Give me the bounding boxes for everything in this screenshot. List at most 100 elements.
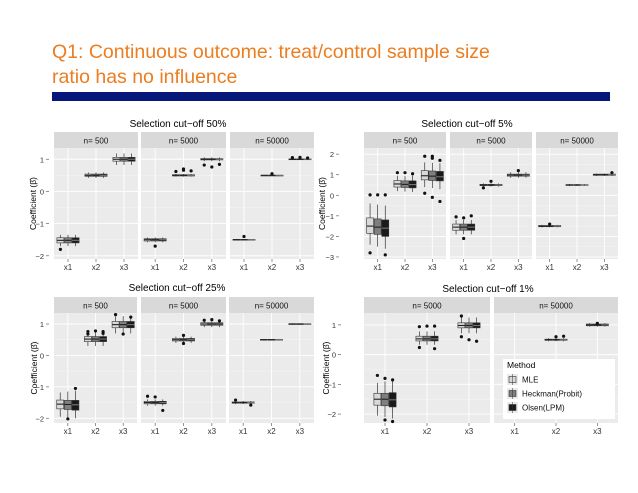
boxplot-mle [420,162,429,188]
boxplot-heckman-probit [552,338,560,342]
y-tick-label: 1 [330,171,334,180]
boxplot-olsen-lpm [275,339,283,341]
facet-strip-label: n= 5000 [169,137,199,146]
boxplot-olsen-lpm [275,174,284,177]
outlier-point [86,329,90,334]
boxplot-olsen-lpm [99,172,108,178]
boxplot-heckman-probit [179,174,188,177]
outlier-point [417,345,421,350]
y-tick-label: 0 [40,351,44,360]
facet-panel: n= 5000 x1 x2 x3 [450,132,532,272]
outlier-point [306,156,310,160]
y-axis-label: Coefficient (β̂) [28,177,38,230]
boxplot-olsen-lpm [71,234,80,247]
outlier-point [181,341,186,346]
outlier-point [101,331,105,336]
facet-panel: n= 5000 x1 x2 x3 [141,297,226,436]
outlier-point [181,333,186,337]
outlier-point [298,155,302,159]
chart-title: Selection cut−off 1% [442,284,533,295]
outlier-point [454,215,458,219]
boxplot-mle [260,339,268,341]
outlier-point [430,154,434,158]
x-tick-label: x2 [91,427,100,436]
x-tick-label: x1 [545,263,554,272]
boxplot-heckman-probit [465,317,473,334]
y-tick-label: −1 [327,380,336,389]
boxplot-olsen-lpm [388,379,397,419]
slide-title-line-1: Q1: Continuous outcome: treat/control sa… [52,41,490,63]
chart-2: Selection cut−off 5% Coefficient (β̂) −3 −2… [317,119,618,272]
x-tick-label: x3 [428,263,437,272]
outlier-point [395,171,399,175]
facet-strip-label: n= 500 [84,137,109,146]
outlier-point [113,312,118,317]
outlier-point [548,222,552,226]
boxplot-olsen-lpm [436,163,444,190]
x-tick-label: x3 [593,427,602,436]
y-tick-label: 0 [40,187,44,196]
outlier-point [145,394,150,398]
outlier-point [411,172,415,176]
x-tick-label: x1 [381,427,390,436]
chart-title: Selection cut−off 50% [130,119,227,130]
boxplot-mle [415,331,424,345]
boxplot-mle [288,323,297,325]
boxplot-heckman-probit [240,239,248,241]
boxplot-heckman-probit [64,234,72,247]
x-tick-label: x2 [552,427,561,436]
outlier-point [425,324,429,328]
x-tick-label: x2 [423,427,432,436]
boxplot-heckman-probit [573,183,581,187]
boxplot-olsen-lpm [601,323,609,327]
y-axis-label: Coefficient (β̂) [321,341,331,394]
outlier-point [290,156,294,160]
boxplot-mle [56,234,65,247]
facet-panel: n= 500 x1 x2 x3 [54,132,138,272]
boxplot-olsen-lpm [187,174,195,177]
facet-panel: n= 50000 x1 x2 x3 [230,132,314,272]
legend-background [503,359,615,419]
boxplot-heckman-probit [64,391,72,418]
x-tick-label: x3 [296,263,305,272]
x-tick-label: x1 [64,263,73,272]
outlier-point [376,193,380,197]
boxplot-mle [373,382,382,416]
boxplot-olsen-lpm [467,219,476,235]
y-tick-label: −1 [325,212,334,221]
outlier-point [368,193,372,197]
x-tick-label: x2 [179,263,188,272]
boxplot-mle [393,175,402,192]
boxplot-heckman-probit [373,204,382,247]
boxplot-heckman-probit [120,153,128,166]
x-tick-label: x3 [296,427,305,436]
x-tick-label: x2 [573,263,582,272]
outlier-point [391,419,395,424]
outlier-point [433,347,437,351]
x-tick-label: x3 [514,263,523,272]
y-axis-label: Coefficient (β̂) [29,341,39,394]
x-tick-label: x3 [600,263,609,272]
boxplot-olsen-lpm [472,317,481,334]
boxplot-heckman-probit [179,336,188,343]
boxplot-mle [544,338,553,342]
outlier-point [433,324,437,328]
x-tick-label: x1 [240,263,249,272]
boxplot-mle [260,174,269,177]
boxplot-heckman-probit [514,172,523,178]
boxplot-mle [172,336,180,343]
outlier-point [467,338,471,342]
outlier-point [66,417,70,421]
chart-3: Selection cut−off 25% Coefficient (β̂) −2 −… [29,283,314,436]
outlier-point [383,253,387,257]
boxplot-heckman-probit [267,339,276,341]
x-tick-label: x1 [510,427,519,436]
slide-title: Q1: Continuous outcome: treat/control sa… [52,40,612,90]
outlier-point [249,403,253,407]
boxplot-mle [366,203,374,245]
y-tick-label: −1 [35,220,44,229]
boxplot-heckman-probit [208,320,216,328]
outlier-point [375,373,379,378]
outlier-point [181,168,186,172]
outlier-point [438,199,442,204]
